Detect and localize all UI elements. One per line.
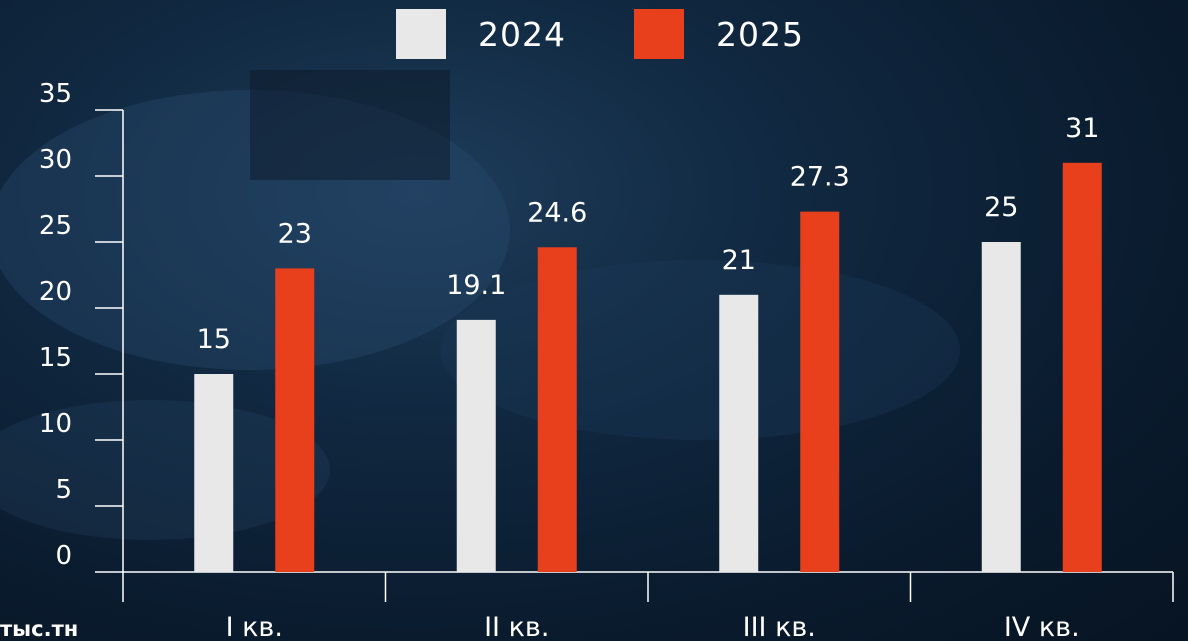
data-label-2025-4: 31	[1065, 113, 1099, 144]
bar-2024-2	[456, 319, 496, 572]
y-tick-label: 10	[39, 409, 72, 439]
bar-2025-2	[537, 247, 577, 572]
y-tick-label: 0	[55, 541, 72, 571]
legend-item-2024: 2024	[396, 9, 566, 59]
data-label-2024-2: 19.1	[446, 270, 506, 301]
bar-2025-3	[800, 211, 840, 572]
data-label-2024-4: 25	[984, 192, 1018, 223]
data-label-2025-1: 23	[278, 218, 312, 249]
bar-2025-1	[275, 268, 315, 572]
y-tick-label: 15	[39, 343, 72, 373]
data-label-2025-2: 24.6	[527, 197, 587, 228]
legend-swatch-2024	[396, 9, 446, 59]
y-tick-label: 25	[39, 211, 72, 241]
legend-item-2025: 2025	[634, 9, 804, 59]
y-tick-label: 30	[39, 145, 72, 175]
data-label-2024-3: 21	[722, 245, 756, 276]
bar-2025-4	[1062, 162, 1102, 573]
legend-label-2024: 2024	[478, 14, 566, 54]
y-tick-label: 20	[39, 277, 72, 307]
bar-2024-3	[719, 294, 759, 572]
x-category-label: I кв.	[226, 612, 283, 641]
chart-legend: 2024 2025	[0, 9, 1188, 61]
bar-2024-1	[194, 374, 234, 572]
data-label-2025-3: 27.3	[790, 162, 850, 193]
x-category-label: IV кв.	[1004, 612, 1080, 641]
y-axis-unit-label: тыс.тн	[0, 617, 78, 641]
x-category-label: III кв.	[743, 612, 816, 641]
legend-swatch-2025	[634, 9, 684, 59]
x-category-label: II кв.	[484, 612, 549, 641]
data-label-2024-1: 15	[197, 324, 231, 355]
y-tick-label: 5	[55, 475, 72, 505]
y-tick-label: 35	[39, 79, 72, 109]
legend-label-2025: 2025	[716, 14, 804, 54]
bar-2024-4	[981, 242, 1021, 572]
